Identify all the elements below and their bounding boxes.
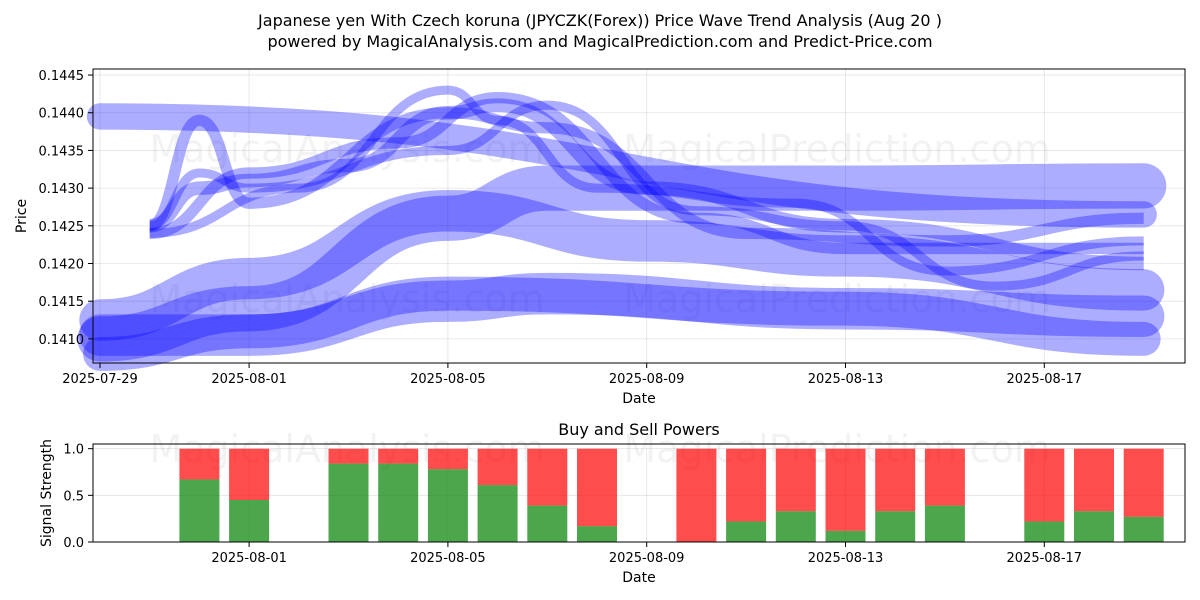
watermark-mid-right: MagicalPrediction.com: [623, 277, 1051, 321]
chart-title-line2: powered by MagicalAnalysis.com and Magic…: [267, 32, 932, 51]
power-panel: Buy and Sell Powers 0.0 0.5 1.0 2025-08-01…: [39, 420, 1186, 586]
price-wave-band: [148, 98, 1144, 271]
sell-bar: [1074, 448, 1114, 512]
price-y-tick-label: 0.1430: [39, 182, 85, 197]
price-wave-band: [149, 91, 1144, 255]
price-wave-band: [147, 107, 1144, 247]
sell-bar: [676, 448, 717, 542]
buy-bar: [527, 505, 568, 542]
power-title: Buy and Sell Powers: [558, 420, 720, 439]
price-wave-band: [77, 163, 1167, 362]
sell-bar: [726, 448, 767, 522]
buy-bar: [577, 526, 617, 542]
power-plot-frame: [92, 443, 1186, 543]
power-x-tick-label: 2025-08-13: [808, 551, 884, 566]
sell-bar: [875, 448, 916, 512]
power-y-tick-label: 1.0: [63, 443, 84, 458]
price-y-tick-label: 0.1435: [39, 144, 85, 159]
buy-bar: [477, 485, 518, 542]
buy-bar: [427, 469, 468, 542]
chart-title-line1: Japanese yen With Czech koruna (JPYCZK(F…: [257, 11, 942, 30]
watermark-mid-left: MagicalAnalysis.com: [149, 277, 544, 321]
price-wave-band: [148, 100, 1144, 291]
sell-bar: [1123, 448, 1164, 517]
power-y-tick-label: 0.5: [63, 489, 84, 504]
price-x-axis-label: Date: [622, 391, 655, 407]
sell-bar: [924, 448, 965, 506]
sell-bar: [427, 448, 468, 470]
buy-bar: [875, 511, 916, 542]
power-y-ticks: 0.0 0.5 1.0: [63, 443, 93, 551]
power-x-tick-label: 2025-08-05: [410, 551, 486, 566]
sell-bar: [378, 448, 419, 464]
power-bars: [179, 448, 1164, 542]
price-wave-band: [86, 103, 1157, 228]
buy-bar: [1123, 516, 1164, 542]
buy-bar: [1074, 511, 1114, 542]
power-x-tick-label: 2025-08-01: [211, 551, 287, 566]
price-y-axis-label: Price: [14, 199, 30, 233]
sell-bar: [775, 448, 816, 512]
price-wave-band: [79, 189, 1165, 341]
buy-bar: [179, 479, 220, 542]
sell-bar: [477, 448, 518, 486]
buy-bar: [229, 500, 270, 542]
power-x-tick-label: 2025-08-09: [609, 551, 685, 566]
watermark-top-right: MagicalPrediction.com: [623, 127, 1051, 171]
buy-bar: [328, 463, 369, 542]
price-x-tick-label: 2025-08-01: [211, 372, 287, 387]
sell-bar: [229, 448, 270, 500]
price-x-ticks: 2025-07-29 2025-08-01 2025-08-05 2025-08-09…: [62, 363, 1082, 387]
watermark-top-left: MagicalAnalysis.com: [149, 127, 544, 171]
buy-bar: [378, 463, 419, 542]
price-wave-band: [83, 276, 1161, 371]
buy-bar: [726, 521, 767, 542]
power-y-axis-label: Signal Strength: [39, 439, 55, 547]
price-y-tick-label: 0.1445: [39, 69, 85, 84]
price-x-tick-label: 2025-08-05: [410, 372, 486, 387]
price-y-tick-label: 0.1415: [39, 295, 85, 310]
sell-bar: [179, 448, 220, 480]
price-y-ticks: 0.1410 0.1415 0.1420 0.1425 0.1430 0.1435 0.14…: [39, 69, 93, 348]
sell-bar: [1024, 448, 1065, 522]
buy-bar: [825, 530, 866, 542]
price-y-tick-label: 0.1420: [39, 257, 85, 272]
price-y-tick-label: 0.1410: [39, 333, 85, 348]
power-x-axis-label: Date: [622, 570, 655, 586]
price-x-tick-label: 2025-08-17: [1007, 372, 1083, 387]
price-x-tick-label: 2025-08-13: [808, 372, 884, 387]
buy-bar: [775, 511, 816, 542]
price-grid: [93, 69, 1185, 363]
sell-bar: [825, 448, 866, 531]
buy-bar: [924, 505, 965, 542]
price-panel: 0.1410 0.1415 0.1420 0.1425 0.1430 0.1435 0.14…: [14, 68, 1186, 407]
power-x-ticks: 2025-08-01 2025-08-05 2025-08-09 2025-08-13…: [211, 542, 1082, 566]
power-x-tick-label: 2025-08-17: [1007, 551, 1083, 566]
power-y-tick-label: 0.0: [63, 536, 84, 551]
price-x-tick-label: 2025-07-29: [62, 372, 138, 387]
sell-bar: [527, 448, 568, 506]
price-wave-band: [149, 85, 1144, 276]
price-y-tick-label: 0.1440: [39, 107, 85, 122]
price-x-tick-label: 2025-08-09: [609, 372, 685, 387]
buy-bar: [1024, 521, 1065, 542]
sell-bar: [577, 448, 617, 527]
price-plot-frame: [92, 68, 1186, 364]
sell-bar: [328, 448, 369, 464]
price-wave-band: [79, 272, 1165, 356]
price-waves: [77, 85, 1167, 371]
price-y-tick-label: 0.1425: [39, 220, 85, 235]
